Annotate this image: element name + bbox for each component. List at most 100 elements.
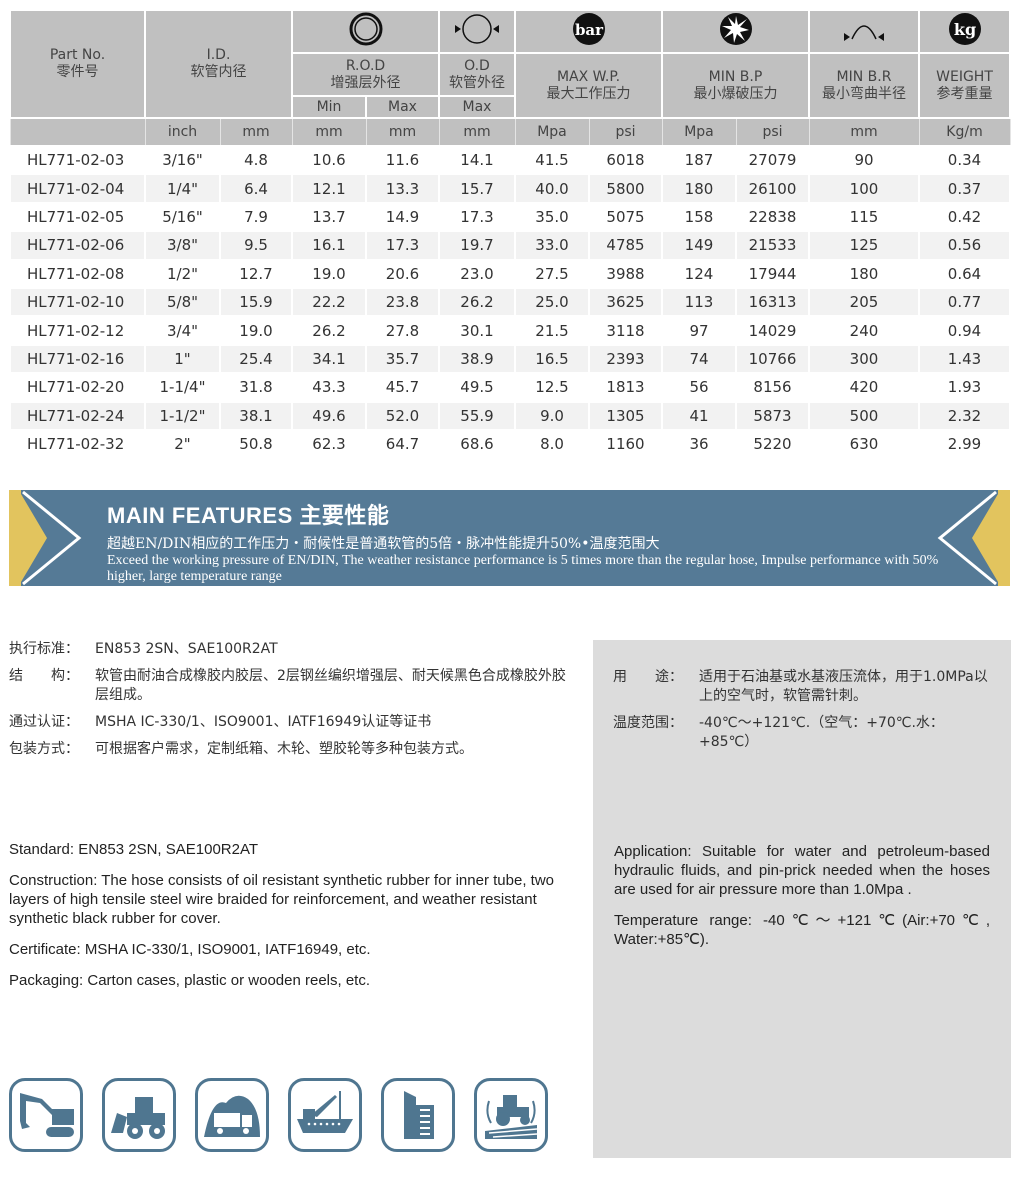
header-part-no: Part No. 零件号 (9, 9, 146, 119)
table-cell: 2.32 (918, 400, 1011, 431)
table-row: HL771-02-20 1-1/4" 31.8 43.3 45.7 49.5 12.5 181… (9, 372, 1011, 403)
table-cell: 10766 (735, 343, 810, 375)
spec-line: 执行标准： EN853 2SN、SAE100R2AT (9, 640, 569, 659)
table-cell: 26100 (735, 173, 810, 204)
table-cell: 0.64 (918, 258, 1011, 289)
table-cell: 12.5 (514, 372, 590, 403)
table-cell: 6018 (588, 144, 663, 176)
table-cell: 1-1/4" (144, 372, 221, 403)
specs-en-right: Application: Suitable for water and petr… (614, 842, 990, 961)
outer-diameter-icon (455, 14, 499, 44)
header-bp: MIN B.P 最小爆破压力 (661, 52, 810, 119)
table-cell: 40.0 (514, 173, 590, 204)
header-id: I.D. 软管内径 (144, 9, 293, 119)
header-br: MIN B.R 最小弯曲半径 (808, 52, 920, 119)
table-cell: 500 (808, 400, 920, 431)
table-cell: HL771-02-20 (9, 372, 146, 403)
table-cell: 3988 (588, 258, 663, 289)
burst-icon (719, 13, 752, 45)
spec-key: 温度范围： (613, 715, 683, 731)
table-cell: 5/8" (144, 286, 221, 318)
unit-cell: Kg/m (918, 117, 1011, 147)
bar-pressure-icon: bar (572, 13, 605, 45)
table-cell: 17.3 (365, 230, 440, 261)
unit-cell: mm (291, 117, 367, 147)
unit-cell: mm (808, 117, 920, 147)
table-cell: 49.6 (291, 400, 367, 431)
table-row: HL771-02-03 3/16" 4.8 10.6 11.6 14.1 41.5 6018 1… (9, 144, 1011, 176)
table-cell: 100 (808, 173, 920, 204)
table-cell: 17.3 (438, 201, 516, 233)
table-cell: 1/2" (144, 258, 221, 289)
table-cell: 8.0 (514, 428, 590, 460)
table-cell: 6.4 (219, 173, 293, 204)
table-cell: 23.8 (365, 286, 440, 318)
table-cell: 2393 (588, 343, 663, 375)
table-cell: HL771-02-03 (9, 144, 146, 176)
table-cell: 19.7 (438, 230, 516, 261)
table-cell: 0.37 (918, 173, 1011, 204)
table-cell: 14.9 (365, 201, 440, 233)
table-cell: 41 (661, 400, 737, 431)
table-cell: 38.9 (438, 343, 516, 375)
table-cell: 22.2 (291, 286, 367, 318)
spec-paragraph: Temperature range: -40℃～+121℃(Air:+70℃, … (614, 912, 990, 948)
table-cell: 158 (661, 201, 737, 233)
features-zh: 超越EN/DIN相应的工作压力・耐候性是普通软管的5倍・脉冲性能提升50%•温度… (107, 536, 660, 552)
table-cell: 9.5 (219, 230, 293, 261)
header-rod-min: Min (291, 95, 367, 119)
table-row: HL771-02-08 1/2" 12.7 19.0 20.6 23.0 27.5 3988 1… (9, 258, 1011, 289)
table-cell: 5/16" (144, 201, 221, 233)
table-cell: 205 (808, 286, 920, 318)
specs-en: Standard: EN853 2SN, SAE100R2AT Construct… (9, 840, 564, 1002)
spec-line: 通过认证： MSHA IC-330/1、ISO9001、IATF16949认证等证… (9, 713, 569, 732)
application-panel (593, 640, 1011, 1158)
svg-text:kg: kg (953, 20, 975, 39)
table-cell: 43.3 (291, 372, 367, 403)
header-rod-max: Max (365, 95, 440, 119)
table-cell: 21533 (735, 230, 810, 261)
table-cell: 5800 (588, 173, 663, 204)
spec-paragraph: Standard: EN853 2SN, SAE100R2AT (9, 841, 259, 858)
table-cell: 115 (808, 201, 920, 233)
spec-table: Part No. 零件号 I.D. 软管内径 bar kg R.O.D 增强层外径 O… (9, 9, 1011, 460)
table-cell: 11.6 (365, 144, 440, 176)
spec-value: -40℃～+121℃.（空气：+70℃.水：+85℃） (699, 715, 944, 750)
table-cell: 49.5 (438, 372, 516, 403)
excavator-icon (20, 1093, 74, 1137)
table-cell: 1813 (588, 372, 663, 403)
unit-cell: Mpa (661, 117, 737, 147)
table-cell: 1-1/2" (144, 400, 221, 431)
table-cell: 27079 (735, 144, 810, 176)
table-cell: HL771-02-08 (9, 258, 146, 289)
spec-value: 可根据客户需求，定制纸箱、木轮、塑胶轮等多种包装方式。 (95, 741, 473, 757)
table-row: HL771-02-04 1/4" 6.4 12.1 13.3 15.7 40.0 5800 18… (9, 173, 1011, 204)
table-cell: 23.0 (438, 258, 516, 289)
unit-cell: psi (588, 117, 663, 147)
application-icons (9, 1078, 548, 1152)
table-cell: 13.7 (291, 201, 367, 233)
table-cell: 630 (808, 428, 920, 460)
table-cell: 3118 (588, 315, 663, 346)
spec-value: MSHA IC-330/1、ISO9001、IATF16949认证等证书 (95, 714, 432, 730)
header-weight: WEIGHT 参考重量 (918, 52, 1011, 119)
table-cell: 27.8 (365, 315, 440, 346)
table-cell: 124 (661, 258, 737, 289)
table-cell: 50.8 (219, 428, 293, 460)
spec-line: 结 构： 软管由耐油合成橡胶内胶层、2层钢丝编织增强层、耐天候黑色合成橡胶外胶层组… (9, 667, 569, 705)
table-row: HL771-02-12 3/4" 19.0 26.2 27.8 30.1 21.5 3118 9… (9, 315, 1011, 346)
table-cell: 41.5 (514, 144, 590, 176)
table-cell: 1" (144, 343, 221, 375)
svg-text:bar: bar (574, 21, 603, 39)
table-cell: 26.2 (291, 315, 367, 346)
table-cell: 3625 (588, 286, 663, 318)
braided-ring-icon (349, 12, 382, 46)
table-cell: 16313 (735, 286, 810, 318)
table-cell: 21.5 (514, 315, 590, 346)
unit-cell: inch (144, 117, 221, 147)
table-cell: HL771-02-12 (9, 315, 146, 346)
table-row: HL771-02-06 3/8" 9.5 16.1 17.3 19.7 33.0 4785 14… (9, 230, 1011, 261)
table-cell: 14029 (735, 315, 810, 346)
table-cell: 97 (661, 315, 737, 346)
table-cell: 27.5 (514, 258, 590, 289)
